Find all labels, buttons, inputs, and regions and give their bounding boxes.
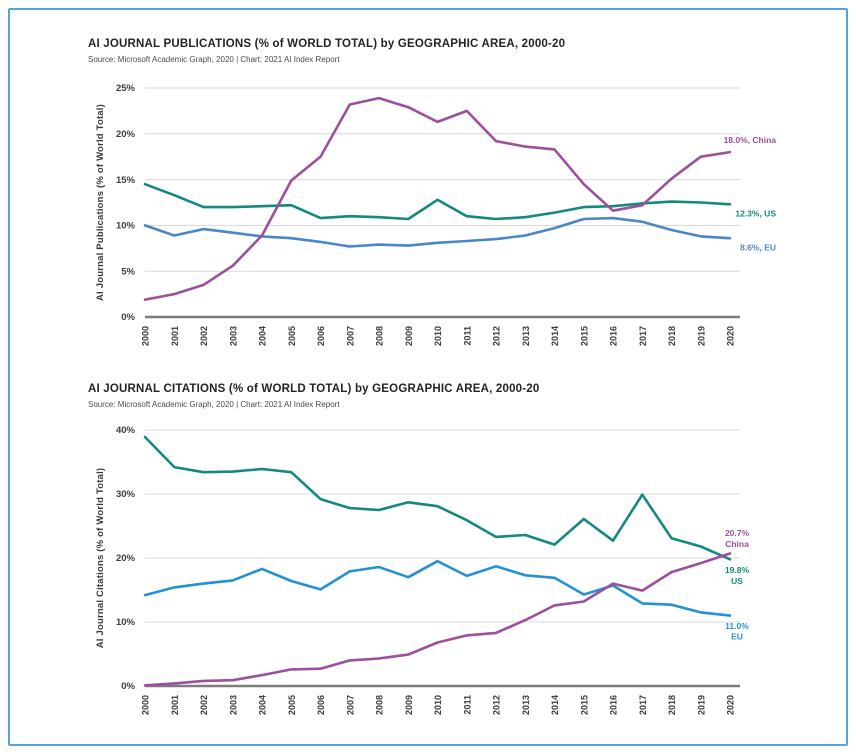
eu-end-label: 8.6%, EU <box>740 242 776 252</box>
y-tick-label: 30% <box>116 489 136 500</box>
year-label: 2000 <box>141 695 151 715</box>
year-label: 2012 <box>492 695 502 715</box>
x-axis-year-labels: 2000 2001 2002 2003 2004 2005 2006 2007 2008 2009… <box>141 695 736 715</box>
year-label: 2014 <box>550 695 560 715</box>
year-label: 2000 <box>141 326 151 346</box>
year-label: 2002 <box>199 326 209 346</box>
year-label: 2010 <box>433 326 443 346</box>
y-axis-title: AI Journal Publications (% of World Tota… <box>95 104 106 301</box>
eu-end-label: EU <box>731 632 743 642</box>
gridlines <box>145 87 740 319</box>
citations-line-chart: 0% 10% 20% 30% 40% AI Journal Citations (% of… <box>95 425 750 715</box>
gridlines <box>145 429 740 688</box>
year-label: 2009 <box>404 695 414 715</box>
y-tick-label: 10% <box>116 221 136 232</box>
year-label: 2019 <box>696 326 706 346</box>
publications-chart-title: AI JOURNAL PUBLICATIONS (% of WORLD TOTA… <box>88 38 566 50</box>
year-label: 2017 <box>638 326 648 346</box>
eu-end-label: 11.0% <box>725 621 749 631</box>
year-label: 2005 <box>287 695 297 715</box>
year-label: 2020 <box>726 695 736 715</box>
year-label: 2008 <box>375 695 385 715</box>
year-label: 2002 <box>199 695 209 715</box>
china-line <box>143 552 732 687</box>
year-label: 2012 <box>492 326 502 346</box>
year-label: 2017 <box>638 695 648 715</box>
year-label: 2020 <box>726 326 736 346</box>
us-end-label: 19.8% <box>725 565 750 575</box>
year-label: 2010 <box>433 695 443 715</box>
year-label: 2001 <box>170 326 180 346</box>
x-axis-year-labels: 2000 2001 2002 2003 2004 2005 2006 2007 2008 2009… <box>141 326 736 346</box>
year-label: 2013 <box>521 326 531 346</box>
year-label: 2011 <box>462 326 472 346</box>
us-line <box>143 182 732 221</box>
year-label: 2018 <box>667 326 677 346</box>
y-tick-label: 20% <box>116 553 136 564</box>
year-label: 2003 <box>228 326 238 346</box>
y-tick-label: 5% <box>121 266 135 277</box>
eu-line <box>143 216 732 248</box>
year-label: 2006 <box>316 326 326 346</box>
year-label: 2005 <box>287 326 297 346</box>
y-axis-tick-labels: 0% 10% 20% 30% 40% <box>116 425 136 692</box>
year-label: 2018 <box>667 695 677 715</box>
year-label: 2011 <box>462 695 472 715</box>
year-label: 2019 <box>696 695 706 715</box>
year-label: 2004 <box>258 326 268 346</box>
china-end-label: 20.7% <box>725 528 750 538</box>
us-end-label: 12.3%, US <box>735 208 776 218</box>
year-label: 2016 <box>609 695 619 715</box>
end-of-line-labels: 12.3%, US 8.6%, EU 18.0%, China <box>724 135 777 252</box>
china-line <box>143 96 732 301</box>
year-label: 2014 <box>550 326 560 346</box>
year-label: 2009 <box>404 326 414 346</box>
citations-chart-title: AI JOURNAL CITATIONS (% of WORLD TOTAL) … <box>88 383 540 395</box>
us-end-label: US <box>731 576 743 586</box>
year-label: 2008 <box>375 326 385 346</box>
y-axis-title: AI Journal Citations (% of World Total) <box>95 468 106 649</box>
year-label: 2006 <box>316 695 326 715</box>
year-label: 2013 <box>521 695 531 715</box>
y-tick-label: 15% <box>116 175 136 186</box>
year-label: 2007 <box>345 326 355 346</box>
year-label: 2007 <box>345 695 355 715</box>
citations-chart-source: Source: Microsoft Academic Graph, 2020 |… <box>88 400 340 409</box>
y-tick-label: 25% <box>116 83 136 94</box>
china-end-label: China <box>725 539 749 549</box>
publications-line-chart: 0% 5% 10% 15% 20% 25% AI Journal Publications … <box>95 83 777 346</box>
y-tick-label: 0% <box>121 681 135 692</box>
year-label: 2004 <box>258 695 268 715</box>
eu-line <box>143 559 732 617</box>
publications-chart-source: Source: Microsoft Academic Graph, 2020 |… <box>88 55 340 64</box>
y-tick-label: 0% <box>121 312 135 323</box>
us-line <box>143 435 732 561</box>
china-end-label: 18.0%, China <box>724 135 777 145</box>
year-label: 2003 <box>228 695 238 715</box>
y-tick-label: 10% <box>116 617 136 628</box>
year-label: 2001 <box>170 695 180 715</box>
year-label: 2016 <box>609 326 619 346</box>
y-tick-label: 20% <box>116 129 136 140</box>
y-tick-label: 40% <box>116 425 136 436</box>
y-axis-tick-labels: 0% 5% 10% 15% 20% 25% <box>116 83 136 323</box>
year-label: 2015 <box>579 695 589 715</box>
end-of-line-labels: 19.8%US 11.0%EU 20.7%China <box>725 528 750 642</box>
year-label: 2015 <box>579 326 589 346</box>
